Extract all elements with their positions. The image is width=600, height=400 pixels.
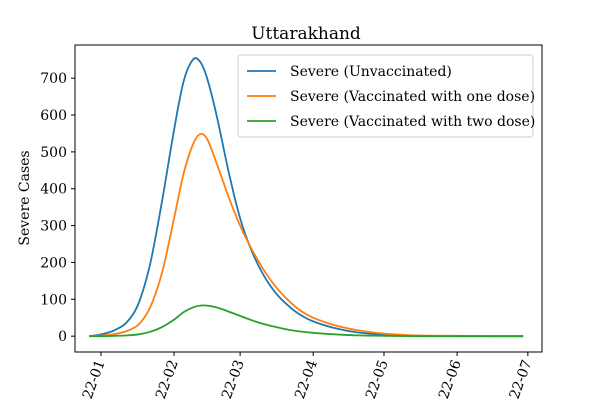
x-tick-label-2022-06: 22-06 (436, 358, 465, 400)
y-tick-label-200: 200 (40, 255, 67, 271)
legend-label-1: Severe (Unvaccinated) (290, 64, 452, 80)
series-line-1 (89, 57, 524, 338)
series-line-2 (89, 132, 524, 338)
x-tick-label-2022-07: 22-07 (507, 358, 536, 400)
legend-box (237, 54, 534, 138)
x-tick-label-2022-05: 22-05 (363, 358, 392, 400)
chart-title: Uttarakhand (251, 24, 361, 44)
y-tick-label-400: 400 (40, 182, 67, 198)
x-tick-label-2022-04: 22-04 (292, 358, 321, 400)
x-tick-label-2022-03: 22-03 (219, 358, 248, 400)
legend-label-3: Severe (Vaccinated with two dose) (290, 114, 535, 130)
y-tick-label-500: 500 (40, 145, 67, 161)
y-axis-label: Severe Cases (17, 150, 33, 245)
y-tick-label-300: 300 (40, 219, 67, 235)
series-line-3 (89, 304, 524, 338)
y-tick-label-0: 0 (58, 329, 67, 345)
y-tick-label-700: 700 (40, 71, 67, 87)
x-tick-label-2022-01: 22-01 (80, 358, 109, 400)
y-tick-label-100: 100 (40, 292, 67, 308)
x-tick-label-2022-02: 22-02 (153, 358, 182, 400)
axes-frame (74, 44, 543, 353)
legend-label-2: Severe (Vaccinated with one dose) (290, 89, 535, 105)
y-tick-label-600: 600 (40, 108, 67, 124)
legend: Severe (Unvaccinated) Severe (Vaccinated … (237, 54, 535, 138)
